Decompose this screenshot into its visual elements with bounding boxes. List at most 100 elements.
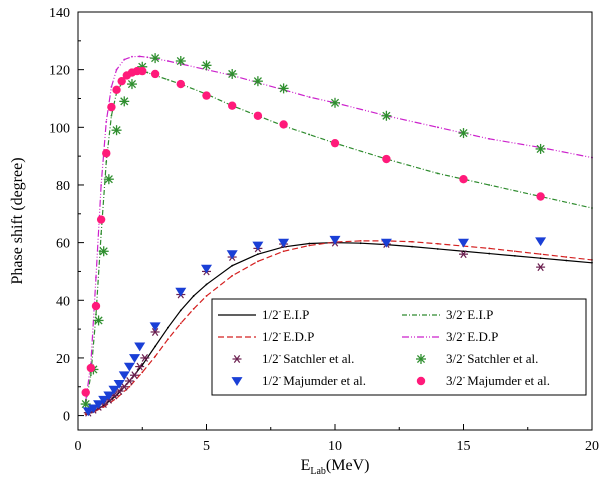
- legend-label: 3/2- E.I.P: [446, 307, 493, 322]
- legend-box: [211, 298, 587, 396]
- legend-state-sup: -: [279, 373, 282, 382]
- data-point-maj_32: [96, 215, 106, 224]
- line-vertex-curve_32_edp: [105, 120, 108, 123]
- line-vertex-curve_32_eip: [146, 71, 149, 74]
- line-vertex-curve_12_eip: [192, 295, 195, 297]
- legend-state-sup: -: [279, 329, 282, 338]
- legend-text: E.D.P: [467, 329, 498, 344]
- line-vertex-curve_32_edp: [115, 68, 118, 71]
- legend-state-sup: -: [463, 351, 466, 360]
- line-vertex-curve_32_eip: [308, 133, 311, 136]
- legend-label: 1/2- E.I.P: [262, 307, 309, 322]
- axes-layer: 0 5 10 15 20 0 20 40 60 80 100 120 140: [49, 6, 599, 454]
- data-point-maj_32: [176, 79, 185, 89]
- x-tick-label: 20: [585, 439, 599, 454]
- legend-state: 3/2: [446, 329, 463, 344]
- line-vertex-curve_32_eip: [105, 161, 108, 163]
- line-vertex-curve_12_edp: [436, 242, 439, 245]
- data-point-maj_12: [103, 391, 115, 401]
- data-point-maj_12: [134, 342, 146, 352]
- line-vertex-curve_12_eip: [308, 242, 311, 245]
- line-vertex-curve_32_edp: [167, 60, 169, 62]
- line-vertex-curve_12_eip: [514, 254, 516, 257]
- data-point-maj_32: [202, 91, 211, 100]
- line-vertex-curve_32_eip: [488, 184, 491, 186]
- line-vertex-curve_12_eip: [539, 257, 542, 260]
- data-point-maj_12: [87, 404, 99, 414]
- legend-marker-sat_32: [416, 354, 426, 364]
- data-point-maj_32: [279, 120, 288, 129]
- legend-state: 3/2: [446, 373, 463, 388]
- data-point-maj_12: [93, 400, 105, 410]
- data-point-maj_12: [226, 250, 238, 260]
- line-vertex-curve_12_eip: [205, 283, 208, 286]
- x-axis-label-subscript: Lab: [310, 466, 326, 477]
- line-vertex-curve_12_eip: [257, 253, 259, 256]
- line-vertex-curve_32_edp: [436, 126, 439, 129]
- data-point-sat_32: [535, 143, 546, 154]
- data-layer: [80, 53, 593, 417]
- legend-label: 3/2- E.D.P: [446, 329, 498, 344]
- data-point-sat_12: [119, 382, 129, 391]
- data-point-maj_32: [536, 192, 545, 201]
- data-point-maj_32: [112, 85, 121, 95]
- line-vertex-curve_12_eip: [488, 252, 491, 255]
- line-vertex-curve_32_eip: [100, 233, 103, 235]
- line-vertex-curve_12_edp: [308, 244, 311, 247]
- line-vertex-curve_12_edp: [128, 385, 131, 388]
- line-vertex-curve_12_edp: [539, 253, 542, 256]
- line-vertex-curve_12_edp: [359, 239, 362, 242]
- line-vertex-curve_12_edp: [102, 406, 105, 408]
- data-point-sat_32: [150, 53, 161, 64]
- data-point-maj_32: [107, 102, 116, 112]
- line-vertex-curve_32_edp: [146, 56, 149, 59]
- legend-text: E.I.P: [283, 307, 309, 322]
- line-vertex-curve_12_edp: [514, 250, 516, 253]
- data-point-maj_12: [123, 362, 135, 372]
- legend-state-sup: -: [463, 307, 466, 316]
- data-point-maj_32: [102, 149, 111, 158]
- data-point-sat_32: [111, 125, 122, 136]
- data-point-sat_32: [252, 76, 263, 87]
- data-point-maj_12: [108, 385, 120, 395]
- data-point-maj_32: [150, 69, 160, 79]
- y-tick-label: 140: [49, 6, 70, 21]
- legend-text: Satchler et al.: [283, 351, 354, 366]
- legend-state: 1/2: [262, 351, 279, 366]
- line-vertex-curve_32_eip: [110, 114, 113, 117]
- legend-marker-sat_12: [232, 355, 242, 363]
- x-tick-label: 0: [75, 439, 82, 454]
- line-vertex-curve_32_edp: [488, 137, 491, 140]
- data-point-sat_32: [278, 83, 289, 94]
- y-tick-label: 80: [56, 179, 70, 194]
- data-point-sat_32: [330, 97, 340, 108]
- line-vertex-curve_12_edp: [282, 250, 285, 253]
- data-point-sat_32: [103, 174, 114, 185]
- x-axis-label: ELab(MeV): [301, 457, 370, 477]
- legend-text: E.D.P: [283, 329, 314, 344]
- data-point-maj_12: [113, 380, 125, 389]
- line-vertex-curve_32_edp: [110, 86, 113, 88]
- line-vertex-curve_12_eip: [565, 259, 568, 262]
- legend-state: 1/2: [262, 329, 279, 344]
- legend-marker-maj_12: [231, 377, 243, 386]
- line-vertex-curve_32_edp: [123, 58, 126, 61]
- data-point-sat_32: [80, 399, 91, 410]
- data-point-maj_12: [118, 371, 130, 381]
- y-tick-label: 100: [49, 121, 70, 136]
- legend-state: 3/2: [446, 351, 463, 366]
- line-vertex-curve_12_edp: [488, 247, 491, 250]
- data-point-maj_12: [278, 238, 290, 248]
- x-tick-label: 5: [203, 439, 210, 454]
- line-vertex-curve_32_edp: [131, 55, 133, 58]
- line-vertex-curve_12_eip: [462, 250, 465, 253]
- data-point-sat_12: [150, 328, 160, 336]
- data-point-maj_32: [138, 66, 147, 76]
- data-point-maj_32: [86, 363, 96, 373]
- legend-label: 1/2- Majumder et al.: [262, 373, 366, 388]
- legend-state-sup: -: [279, 307, 282, 316]
- legend-text: Majumder et al.: [467, 373, 550, 388]
